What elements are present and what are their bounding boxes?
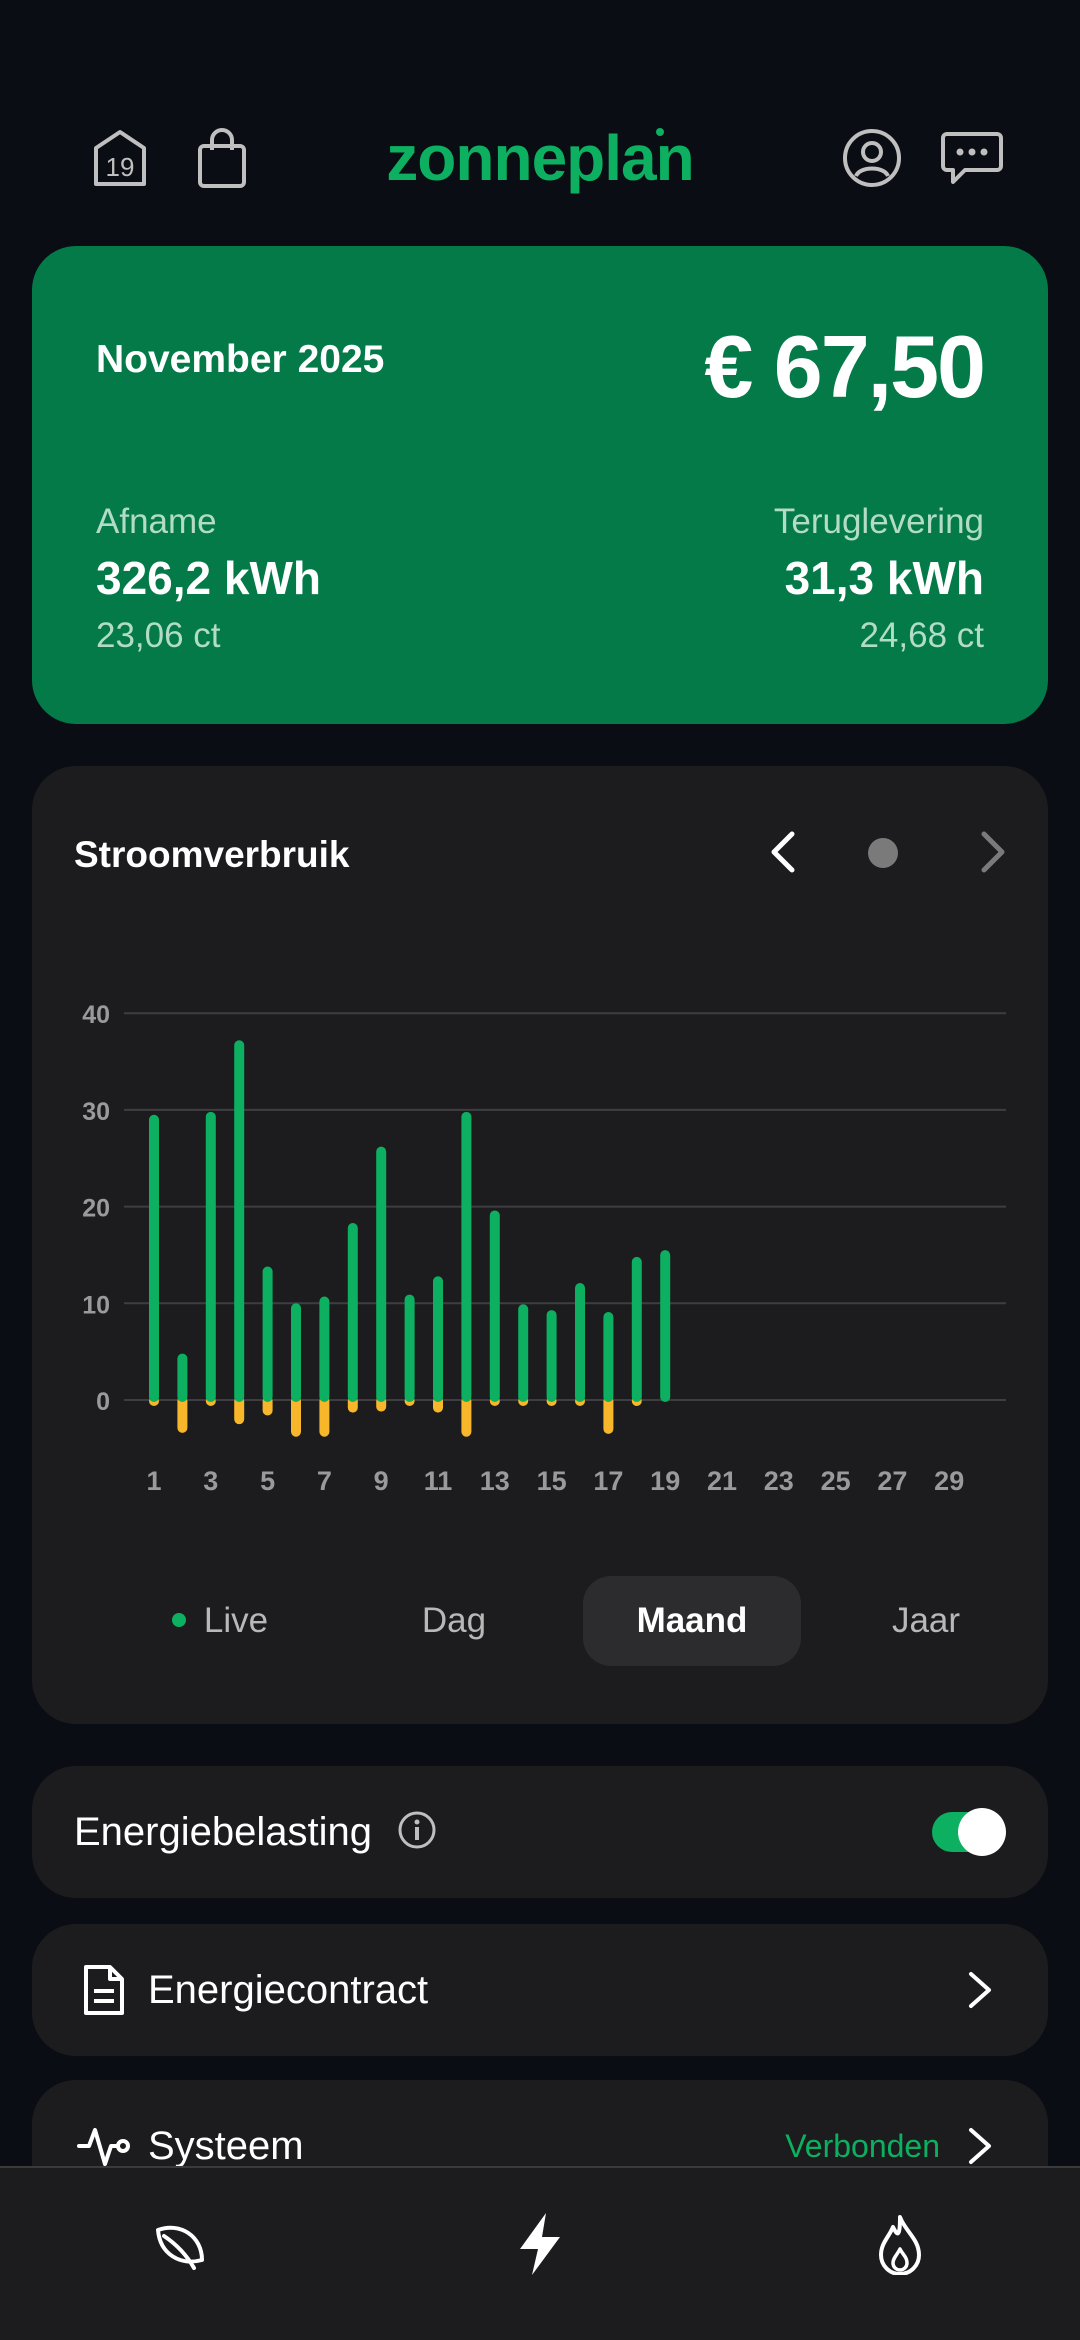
x-tick-label: 19 xyxy=(650,1466,680,1496)
teruglevering-value: 31,3 kWh xyxy=(784,552,984,604)
x-tick-label: 17 xyxy=(593,1466,623,1496)
feed-in-bar xyxy=(177,1396,188,1433)
lightning-icon[interactable] xyxy=(500,2204,580,2284)
energiebelasting-toggle[interactable] xyxy=(932,1808,1006,1856)
consumption-bar xyxy=(347,1223,358,1402)
energiebelasting-text: Energiebelasting xyxy=(74,1810,372,1854)
x-tick-label: 29 xyxy=(934,1466,964,1496)
consumption-bar xyxy=(546,1310,557,1402)
consumption-bar xyxy=(177,1353,188,1402)
energiebelasting-row[interactable]: Energiebelasting xyxy=(32,1766,1048,1898)
consumption-bar xyxy=(631,1256,642,1402)
consumption-bar xyxy=(149,1114,159,1402)
feed-in-bar xyxy=(234,1396,245,1425)
teruglevering-price: 24,68 ct xyxy=(859,616,984,655)
period-tabs: Live Dag Maand Jaar xyxy=(128,1576,988,1666)
feed-in-bar xyxy=(603,1396,614,1434)
pulse-icon xyxy=(72,2114,136,2178)
y-tick-label: 10 xyxy=(82,1291,110,1319)
x-tick-label: 21 xyxy=(707,1466,737,1496)
calendar-icon[interactable]: 19 xyxy=(84,122,156,194)
summary-total: € 67,50 xyxy=(704,317,986,416)
tab-dag[interactable]: Dag xyxy=(421,1601,487,1640)
x-tick-label: 1 xyxy=(146,1466,161,1496)
monthly-summary-card[interactable]: November 2025 € 67,50 Afname 326,2 kWh 2… xyxy=(32,246,1048,724)
energiecontract-row[interactable]: Energiecontract xyxy=(32,1924,1048,2056)
x-tick-label: 11 xyxy=(424,1466,453,1496)
bottom-navigation xyxy=(0,2166,1080,2340)
tab-live-label: Live xyxy=(203,1601,269,1640)
tab-maand[interactable]: Maand xyxy=(583,1576,801,1666)
feed-in-bar xyxy=(291,1396,301,1437)
consumption-bar xyxy=(518,1304,529,1402)
shopping-bag-icon[interactable] xyxy=(186,122,258,194)
afname-value: 326,2 kWh xyxy=(96,552,321,604)
chat-icon[interactable] xyxy=(936,122,1008,194)
x-tick-label: 7 xyxy=(317,1466,332,1496)
document-icon xyxy=(72,1958,136,2022)
tab-jaar[interactable]: Jaar xyxy=(891,1601,961,1640)
feed-in-bar xyxy=(319,1396,330,1437)
chevron-right-icon[interactable] xyxy=(954,2120,1006,2172)
live-indicator-dot xyxy=(171,1612,186,1627)
x-tick-label: 9 xyxy=(374,1466,389,1496)
y-tick-label: 40 xyxy=(82,1001,110,1029)
consumption-bar xyxy=(603,1312,614,1402)
chevron-right-icon[interactable] xyxy=(962,822,1022,882)
systeem-label: Systeem xyxy=(148,2124,304,2168)
leaf-icon[interactable] xyxy=(140,2204,220,2284)
x-tick-label: 3 xyxy=(203,1466,218,1496)
x-tick-label: 27 xyxy=(877,1466,907,1496)
feed-in-bar xyxy=(461,1396,472,1437)
calendar-day: 19 xyxy=(106,152,135,182)
brand-logo: zonneplan xyxy=(360,118,720,198)
energiebelasting-label: Energiebelasting xyxy=(74,1766,437,1898)
consumption-bar xyxy=(234,1040,245,1402)
x-tick-label: 25 xyxy=(821,1466,851,1496)
chevron-left-icon[interactable] xyxy=(754,822,814,882)
x-tick-label: 23 xyxy=(764,1466,794,1496)
afname-price: 23,06 ct xyxy=(96,616,221,655)
chart-title: Stroomverbruik xyxy=(74,834,350,875)
flame-icon[interactable] xyxy=(860,2204,940,2284)
info-icon[interactable] xyxy=(397,1810,437,1850)
y-tick-label: 0 xyxy=(96,1388,110,1416)
consumption-bar xyxy=(489,1210,500,1402)
consumption-bar xyxy=(404,1294,415,1402)
tab-live[interactable]: Live xyxy=(128,1576,312,1666)
consumption-bar xyxy=(575,1282,585,1402)
toggle-knob xyxy=(958,1808,1006,1856)
y-tick-label: 30 xyxy=(82,1098,110,1126)
period-indicator-dot[interactable] xyxy=(868,838,898,868)
consumption-bar xyxy=(262,1266,273,1402)
brand-name: zonneplan xyxy=(386,122,694,194)
consumption-bar xyxy=(319,1296,330,1402)
afname-label: Afname xyxy=(96,502,217,541)
chevron-right-icon[interactable] xyxy=(954,1964,1006,2016)
app-header: 19 zonneplan xyxy=(0,118,1080,198)
consumption-bar xyxy=(376,1146,387,1402)
x-tick-label: 15 xyxy=(537,1466,567,1496)
consumption-bar xyxy=(433,1276,443,1402)
consumption-bar xyxy=(461,1111,472,1402)
x-tick-label: 13 xyxy=(480,1466,510,1496)
stroomverbruik-card: Stroomverbruik 0 10 20 30 40 1 3 5 7 9 11 13 15 17 19 2… xyxy=(32,766,1048,1724)
y-tick-label: 20 xyxy=(82,1195,110,1223)
systeem-status: Verbonden xyxy=(785,2128,940,2164)
consumption-bar xyxy=(660,1250,671,1402)
energiecontract-label: Energiecontract xyxy=(148,1968,429,2012)
account-icon[interactable] xyxy=(836,122,908,194)
brand-dot xyxy=(656,128,664,136)
x-tick-label: 5 xyxy=(260,1466,275,1496)
teruglevering-label: Teruglevering xyxy=(773,502,984,541)
consumption-bar xyxy=(291,1303,301,1402)
consumption-bar xyxy=(205,1111,216,1402)
summary-month: November 2025 xyxy=(96,338,385,381)
